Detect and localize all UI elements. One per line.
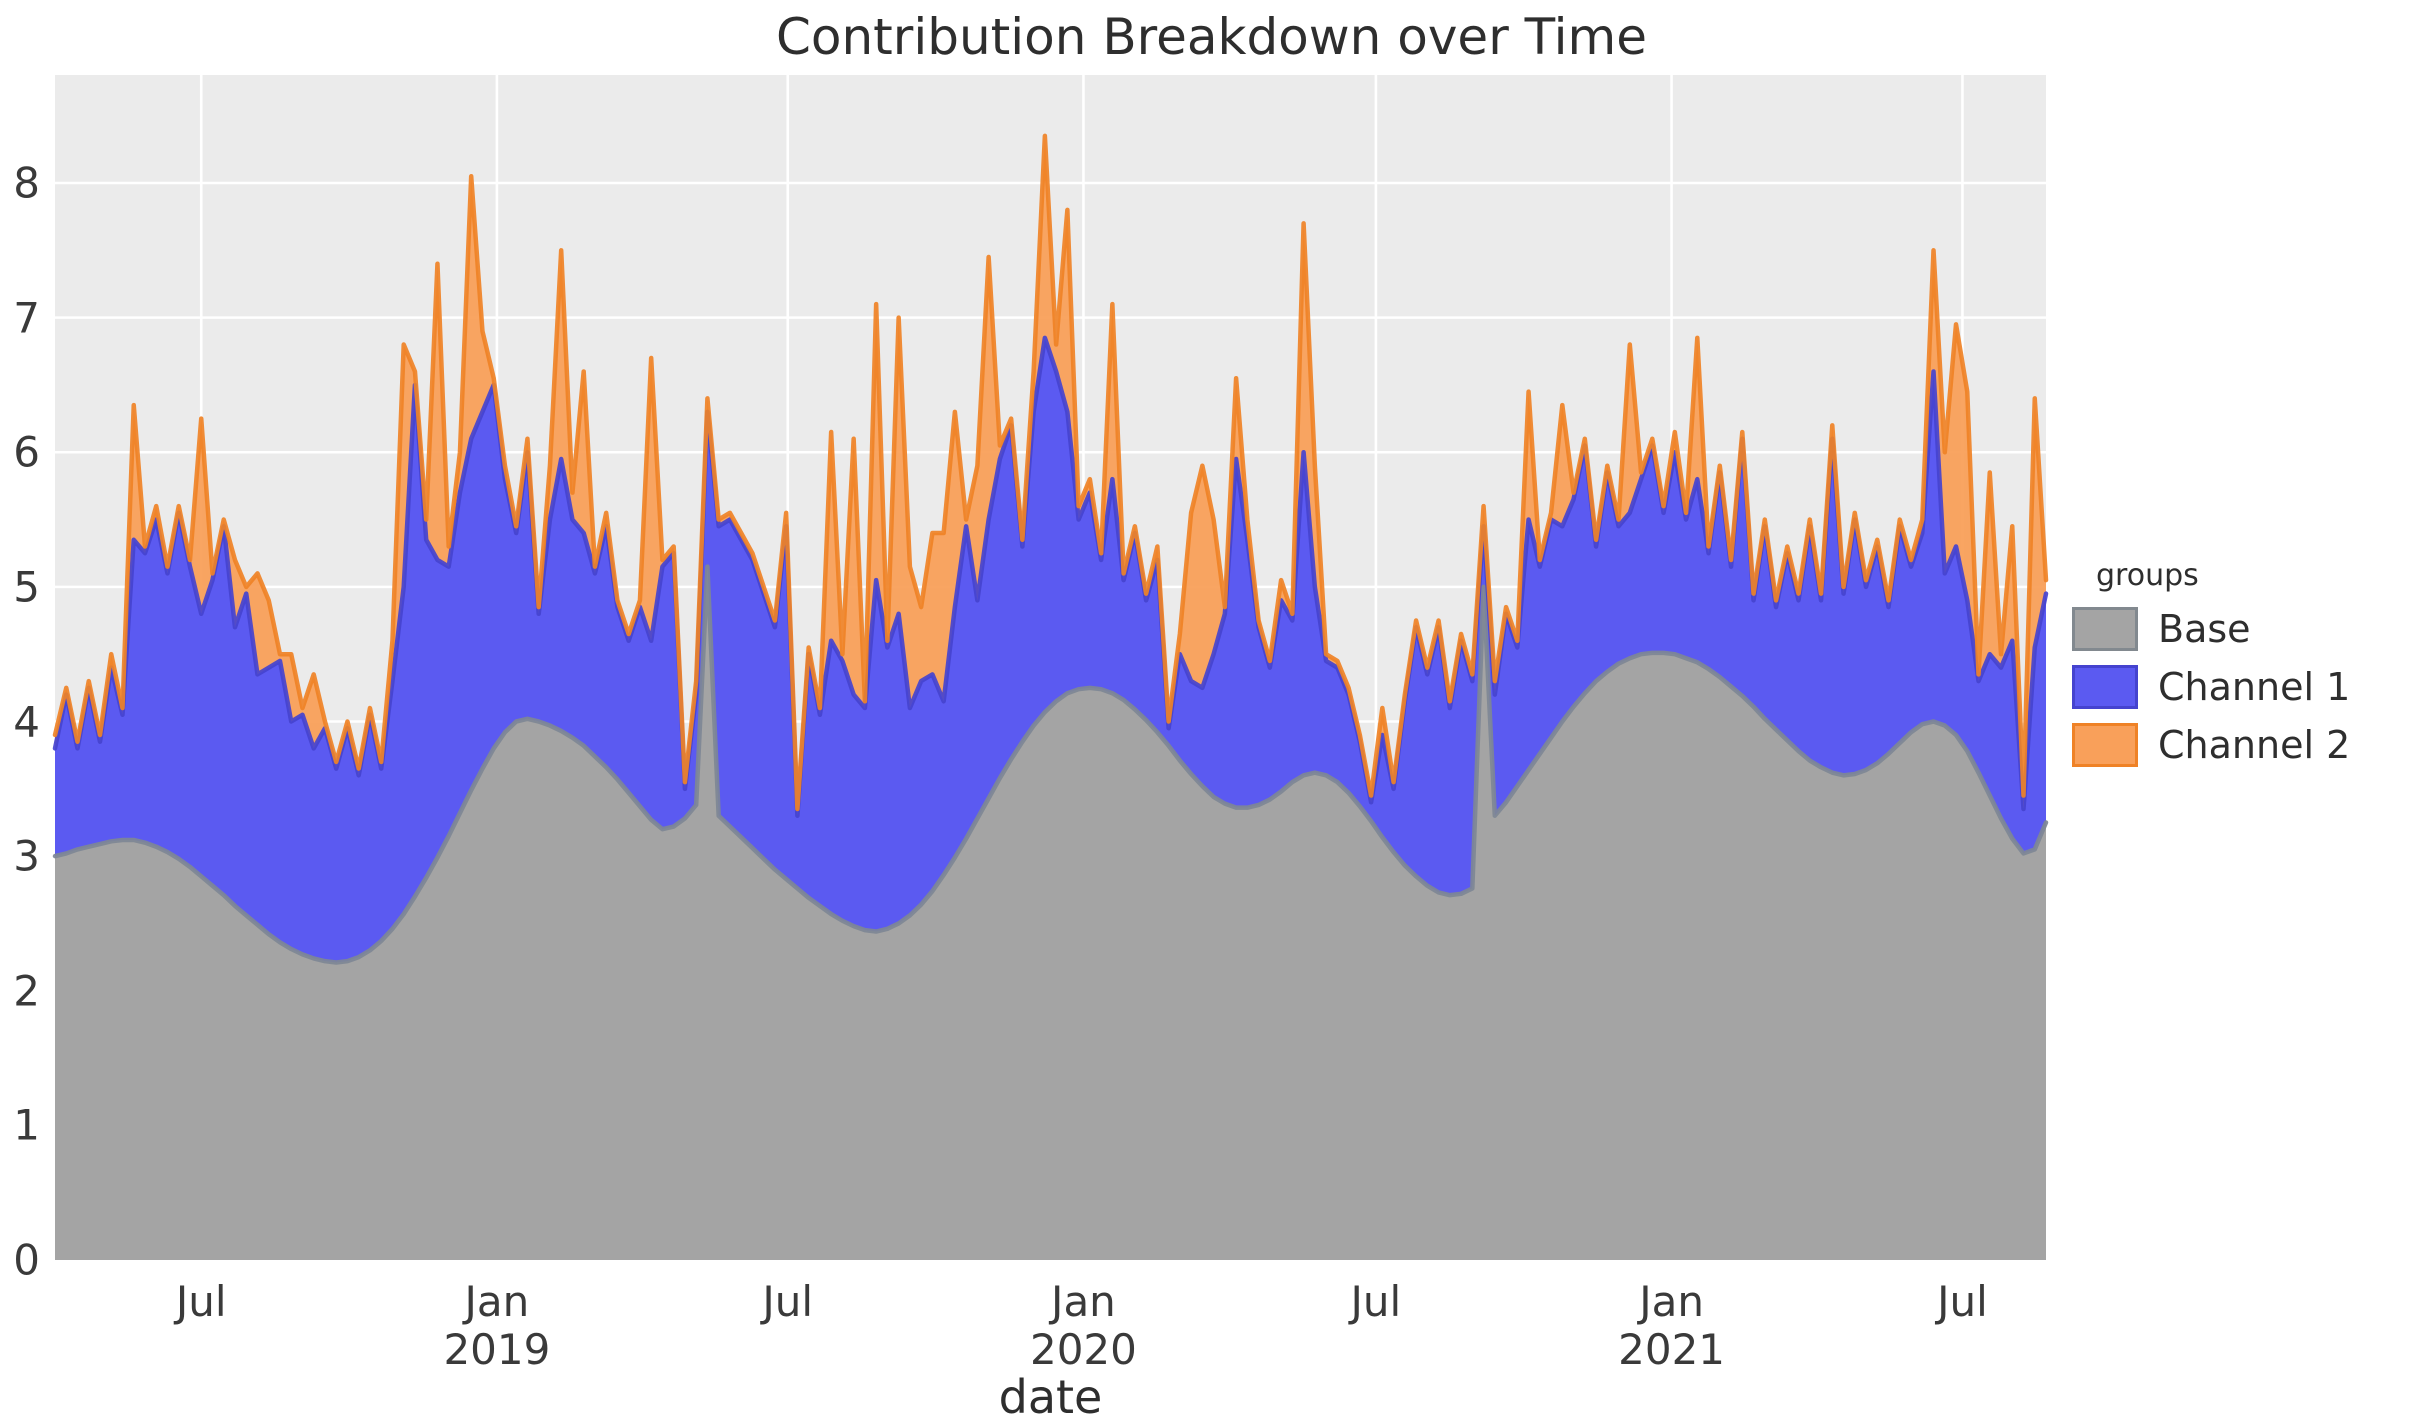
outline-base xyxy=(52,564,2049,965)
legend-item-channel-2: Channel 2 xyxy=(2072,723,2350,767)
outline-channel-2 xyxy=(52,133,2049,812)
y-tick-7: 7 xyxy=(13,293,40,343)
y-tick-2: 2 xyxy=(13,966,40,1016)
y-tick-4: 4 xyxy=(13,697,40,746)
legend-label: Channel 1 xyxy=(2158,665,2351,709)
legend-title: groups xyxy=(2096,558,2199,593)
chart-title: Contribution Breakdown over Time xyxy=(775,8,1648,66)
y-tick-1: 1 xyxy=(13,1100,40,1150)
legend: groups Base Channel 1 Channel 2 xyxy=(2072,558,2350,781)
area-base xyxy=(55,566,2046,1260)
x-tick-2018-07-01: Jul xyxy=(175,1277,227,1326)
y-tick-0: 0 xyxy=(13,1235,40,1285)
x-tick-2019-01-01: Jan 2019 xyxy=(443,1277,551,1375)
x-tick-2020-07-01: Jul xyxy=(1350,1277,1402,1326)
y-tick-6: 6 xyxy=(13,427,40,477)
legend-swatch-icon xyxy=(2072,723,2138,767)
legend-item-base: Base xyxy=(2072,607,2350,651)
x-tick-2020-01-01: Jan 2020 xyxy=(1029,1277,1137,1375)
x-tick-2019-07-01: Jul xyxy=(762,1277,814,1326)
y-tick-8: 8 xyxy=(13,158,40,208)
y-tick-5: 5 xyxy=(13,562,40,612)
legend-item-channel-1: Channel 1 xyxy=(2072,665,2350,709)
y-tick-3: 3 xyxy=(13,831,40,881)
legend-swatch-icon xyxy=(2072,665,2138,709)
legend-label: Base xyxy=(2158,607,2251,651)
legend-label: Channel 2 xyxy=(2158,723,2351,767)
x-tick-2021-07-01: Jul xyxy=(1937,1277,1988,1326)
x-tick-2021-01-01: Jan 2021 xyxy=(1618,1277,1726,1375)
area-channel-1 xyxy=(55,337,2046,963)
x-axis-label: date xyxy=(998,1370,1103,1423)
legend-swatch-icon xyxy=(2072,607,2138,651)
